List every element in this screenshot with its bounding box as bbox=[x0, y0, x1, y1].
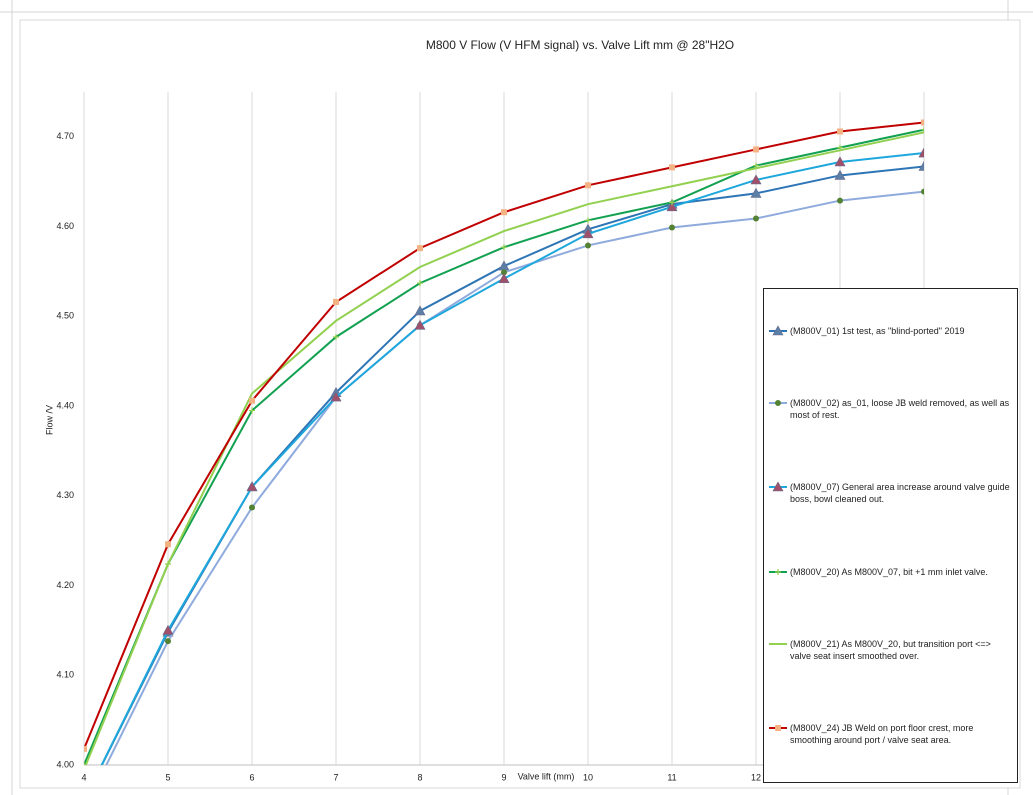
x-tick-label: 6 bbox=[249, 772, 254, 782]
x-tick-label: 9 bbox=[501, 772, 506, 782]
legend-label: (M800V_01) 1st test, as "blind-ported" 2… bbox=[790, 326, 965, 337]
marker bbox=[750, 187, 762, 198]
marker bbox=[918, 160, 924, 171]
legend-swatch bbox=[769, 325, 787, 336]
y-tick-label: 4.10 bbox=[56, 670, 74, 680]
marker bbox=[921, 119, 924, 126]
y-tick-label: 4.00 bbox=[56, 759, 74, 769]
legend-entry: (M800V_02) as_01, loose JB weld removed,… bbox=[768, 397, 1013, 421]
legend-swatch bbox=[769, 481, 787, 492]
y-tick-label: 4.40 bbox=[56, 400, 74, 410]
marker bbox=[753, 215, 759, 222]
marker bbox=[775, 568, 781, 575]
marker bbox=[837, 128, 843, 135]
legend-entry: (M800V_21) As M800V_20, but transition p… bbox=[768, 638, 1013, 662]
legend-swatch bbox=[769, 400, 787, 407]
y-tick-label: 4.70 bbox=[56, 131, 74, 141]
marker bbox=[249, 397, 255, 404]
legend-label: (M800V_07) General area increase around … bbox=[790, 482, 1010, 505]
marker bbox=[669, 164, 675, 171]
marker bbox=[921, 126, 924, 133]
legend-entry: (M800V_01) 1st test, as "blind-ported" 2… bbox=[768, 325, 1013, 337]
legend-entry: (M800V_24) JB Weld on port floor crest, … bbox=[768, 722, 1013, 746]
x-axis-label: Valve lift (mm) bbox=[518, 771, 575, 781]
legend-label: (M800V_02) as_01, loose JB weld removed,… bbox=[790, 398, 1010, 421]
marker bbox=[585, 242, 591, 249]
marker bbox=[772, 481, 784, 492]
marker bbox=[498, 273, 510, 283]
marker bbox=[333, 298, 339, 305]
marker bbox=[666, 201, 678, 212]
x-tick-label: 8 bbox=[417, 772, 422, 782]
marker bbox=[417, 245, 423, 252]
marker bbox=[585, 182, 591, 189]
marker bbox=[834, 169, 846, 180]
marker bbox=[753, 146, 759, 153]
marker bbox=[918, 147, 924, 158]
marker bbox=[585, 217, 591, 224]
marker bbox=[582, 228, 594, 239]
marker bbox=[249, 504, 255, 511]
marker bbox=[775, 724, 781, 731]
marker bbox=[501, 269, 507, 276]
legend-label: (M800V_20) As M800V_07, bit +1 mm inlet … bbox=[790, 566, 988, 577]
marker bbox=[165, 638, 171, 645]
marker bbox=[772, 325, 784, 336]
y-tick-label: 4.50 bbox=[56, 311, 74, 321]
marker bbox=[414, 319, 426, 330]
marker bbox=[837, 197, 843, 204]
marker bbox=[162, 624, 174, 635]
y-tick-label: 4.60 bbox=[56, 221, 74, 231]
y-axis-label: Flow /V bbox=[44, 405, 54, 435]
marker bbox=[417, 280, 423, 287]
marker bbox=[84, 745, 87, 752]
x-tick-label: 10 bbox=[583, 772, 593, 782]
x-tick-label: 11 bbox=[667, 772, 676, 782]
legend-entry: (M800V_07) General area increase around … bbox=[768, 481, 1013, 505]
marker bbox=[333, 333, 339, 340]
marker bbox=[414, 305, 426, 316]
marker bbox=[750, 174, 762, 185]
legend: (M800V_01) 1st test, as "blind-ported" 2… bbox=[763, 288, 1018, 783]
marker bbox=[165, 541, 171, 548]
x-tick-label: 7 bbox=[333, 772, 338, 782]
y-tick-label: 4.20 bbox=[56, 580, 74, 590]
marker bbox=[330, 391, 342, 402]
marker bbox=[501, 244, 507, 251]
legend-swatch bbox=[769, 568, 787, 575]
legend-entry: (M800V_20) As M800V_07, bit +1 mm inlet … bbox=[768, 566, 1013, 578]
marker bbox=[501, 209, 507, 216]
plot bbox=[84, 119, 924, 765]
marker bbox=[775, 400, 781, 407]
marker bbox=[834, 156, 846, 167]
x-tick-label: 5 bbox=[165, 772, 170, 782]
marker bbox=[669, 199, 675, 206]
legend-swatch bbox=[769, 724, 787, 731]
legend-swatch bbox=[769, 642, 787, 645]
marker bbox=[246, 481, 258, 492]
legend-label: (M800V_21) As M800V_20, but transition p… bbox=[790, 638, 991, 661]
marker bbox=[921, 188, 924, 195]
marker bbox=[249, 407, 255, 414]
marker bbox=[669, 224, 675, 231]
chart-title: M800 V Flow (V HFM signal) vs. Valve Lif… bbox=[426, 38, 734, 52]
legend-label: (M800V_24) JB Weld on port floor crest, … bbox=[790, 722, 974, 745]
x-tick-label: 4 bbox=[81, 772, 86, 782]
y-tick-label: 4.30 bbox=[56, 490, 74, 500]
x-tick-label: 12 bbox=[751, 772, 761, 782]
